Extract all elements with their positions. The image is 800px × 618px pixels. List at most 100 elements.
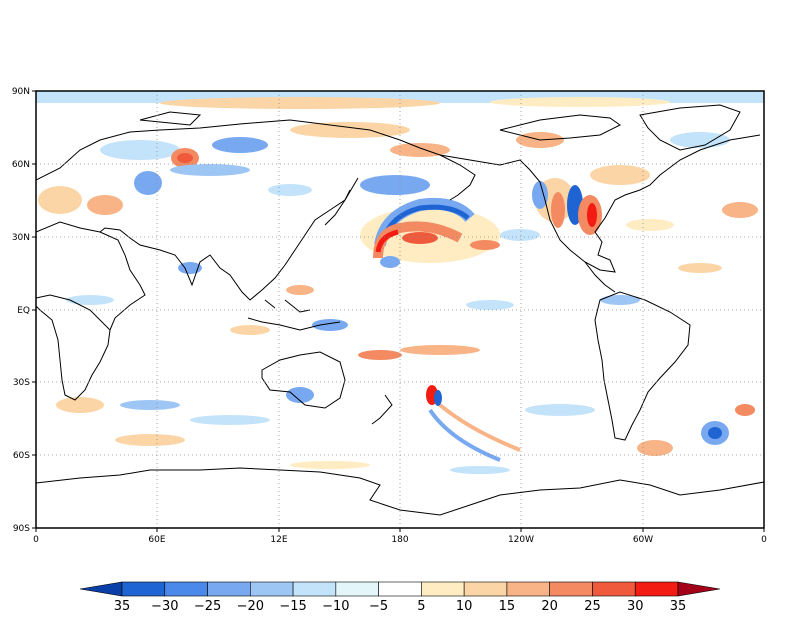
colorbar-arrow-high	[677, 581, 721, 597]
colorbar-box	[549, 581, 593, 597]
colorbar-box	[463, 581, 508, 597]
anomaly-patch	[358, 350, 402, 360]
anomaly-patch	[670, 132, 730, 148]
lon-labels: 0 60E 12E 180 120W 60W 0	[33, 535, 767, 545]
anomaly-patch	[230, 325, 270, 335]
colorbar-box	[207, 581, 251, 597]
colorbar-label: 15	[499, 599, 516, 614]
anomaly-patch	[66, 295, 114, 305]
anomaly-patch	[600, 295, 640, 305]
colorbar-label: −20	[237, 599, 264, 614]
lat-label: 30S	[13, 378, 30, 388]
coastline-antarctica	[36, 467, 764, 516]
colorbar-label: 30	[627, 599, 644, 614]
lat-label: 90N	[12, 87, 30, 97]
lon-label: 0	[761, 535, 767, 545]
coastline-arctic-islands	[139, 111, 621, 141]
anomaly-patch	[490, 97, 670, 107]
anomaly-patch	[470, 240, 500, 250]
lat-label: 60N	[12, 160, 30, 170]
anomaly-patch	[708, 427, 722, 439]
colorbar-box	[335, 581, 379, 597]
anomaly-patch	[428, 408, 501, 462]
lat-label: 60S	[13, 451, 30, 461]
anomaly-patch	[120, 400, 180, 410]
colorbar-label: −5	[369, 599, 388, 614]
anomaly-patch	[360, 175, 430, 195]
lon-label: 0	[33, 535, 39, 545]
anomaly-patch	[438, 403, 521, 452]
anomaly-patch	[286, 285, 314, 295]
coastline-new-zealand	[371, 394, 393, 425]
coastline-africa-north	[36, 221, 146, 331]
gridlines	[36, 91, 764, 528]
colorbar-label: 35	[670, 599, 687, 614]
anomaly-patch	[678, 263, 722, 273]
map-panel: 90N 60N 30N EQ 30S 60S 90S 0 60E 12E 180…	[12, 87, 767, 545]
anomaly-patch	[100, 140, 180, 160]
anomaly-field	[36, 91, 764, 474]
coastline-central-america	[584, 261, 616, 293]
anomaly-patch	[190, 415, 270, 425]
colorbar-label: 20	[541, 599, 558, 614]
colorbar-box	[421, 581, 465, 597]
lon-label: 60W	[633, 535, 653, 545]
anomaly-patch	[450, 466, 510, 474]
lon-label: 180	[391, 535, 408, 545]
colorbar-label: 5	[417, 599, 425, 614]
colorbar-label: 25	[584, 599, 601, 614]
anomaly-patch	[380, 256, 400, 268]
anomaly-patch	[466, 300, 514, 310]
anomaly-patch	[532, 181, 548, 209]
colorbar-label: −30	[151, 599, 178, 614]
anomaly-patch	[177, 153, 193, 163]
anomaly-patch	[115, 434, 185, 446]
anomaly-patch	[375, 229, 399, 253]
lat-labels: 90N 60N 30N EQ 30S 60S 90S	[12, 87, 30, 534]
anomaly-patch	[551, 192, 565, 228]
lon-label: 120W	[508, 535, 534, 545]
lat-label: 90S	[13, 524, 30, 534]
anomaly-patch	[500, 229, 540, 241]
anomaly-patch	[134, 171, 162, 195]
anomaly-patch	[587, 203, 597, 227]
colorbar-label: 10	[456, 599, 473, 614]
anomaly-patch	[525, 404, 595, 416]
anomaly-patch	[402, 232, 438, 244]
anomaly-patch	[56, 397, 104, 413]
colorbar-box	[592, 581, 636, 597]
lon-label: 60E	[148, 535, 165, 545]
anomaly-patch	[178, 262, 202, 274]
colorbar-box	[506, 581, 550, 597]
tick-marks	[32, 90, 765, 532]
coastline-north-america	[439, 134, 761, 273]
colorbar-box	[164, 581, 208, 597]
anomaly-patch	[400, 345, 480, 355]
anomaly-patch	[637, 440, 673, 456]
anomaly-patch	[290, 122, 410, 138]
colorbar-arrow-low	[79, 581, 123, 597]
colorbar-box	[250, 581, 294, 597]
coastline-australia	[261, 351, 346, 409]
anomaly-patch	[626, 219, 674, 231]
colorbar-box	[121, 581, 166, 597]
coastline-africa	[36, 294, 111, 401]
coastlines	[36, 104, 764, 516]
anomaly-patch	[87, 195, 123, 215]
anomaly-patch	[722, 202, 758, 218]
anomaly-patch	[170, 164, 250, 176]
anomaly-patch	[286, 387, 314, 403]
coastline-asia-east	[99, 177, 359, 301]
colorbar-label: 35	[114, 599, 131, 614]
anomaly-patch	[290, 461, 370, 469]
lat-label: 30N	[12, 233, 30, 243]
colorbar-label: −10	[322, 599, 349, 614]
anomaly-patch	[590, 165, 650, 185]
coastline-japan	[324, 189, 351, 226]
anomaly-patch	[434, 390, 442, 406]
colorbar-label: −15	[279, 599, 306, 614]
anomaly-patch	[735, 404, 755, 416]
anomaly-patch	[212, 137, 268, 153]
coastline-maritime	[247, 299, 341, 331]
coastline-greenland	[639, 104, 741, 151]
